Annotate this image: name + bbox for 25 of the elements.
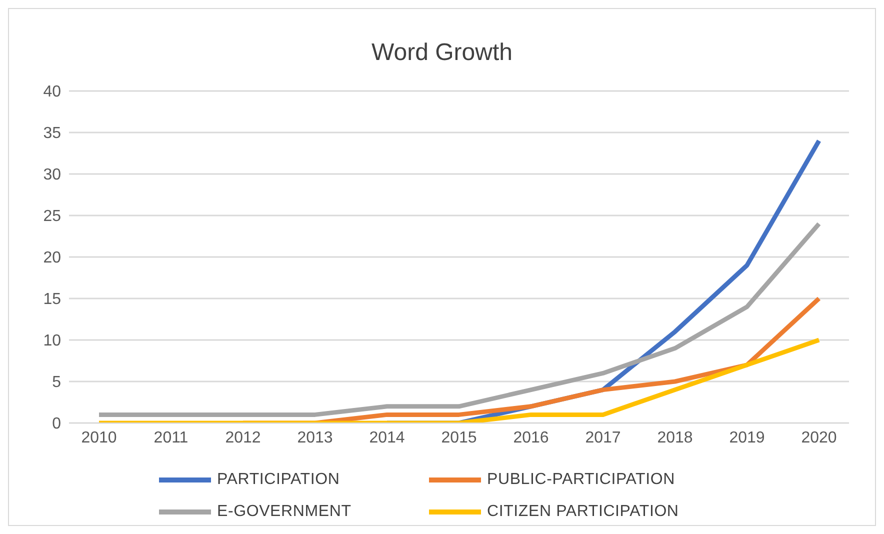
y-tick-label: 15 <box>43 291 62 308</box>
x-tick-label: 2018 <box>657 429 693 446</box>
legend-label: E-GOVERNMENT <box>217 503 352 521</box>
y-tick-label: 5 <box>52 374 62 392</box>
legend-label: CITIZEN PARTICIPATION <box>487 503 679 521</box>
chart-title: Word Growth <box>370 38 514 68</box>
legend-label: PUBLIC-PARTICIPATION <box>487 471 675 489</box>
x-tick-label: 2019 <box>729 429 765 446</box>
y-tick-label: 10 <box>43 332 62 350</box>
y-tick-label: 25 <box>43 208 62 226</box>
x-tick-label: 2010 <box>81 429 117 446</box>
x-tick-label: 2012 <box>225 429 261 446</box>
y-tick-label: 30 <box>43 166 62 184</box>
y-tick-label: 40 <box>43 84 62 101</box>
x-tick-label: 2016 <box>513 429 549 446</box>
x-tick-label: 2017 <box>585 429 621 446</box>
x-tick-label: 2015 <box>441 429 477 446</box>
legend-label: PARTICIPATION <box>217 471 340 489</box>
y-tick-label: 20 <box>43 250 62 267</box>
y-tick-label: 0 <box>52 416 62 433</box>
y-tick-label: 35 <box>43 125 62 142</box>
x-tick-label: 2013 <box>297 429 333 446</box>
x-tick-label: 2020 <box>801 429 837 446</box>
x-tick-label: 2011 <box>154 429 188 446</box>
x-tick-label: 2014 <box>369 429 405 446</box>
